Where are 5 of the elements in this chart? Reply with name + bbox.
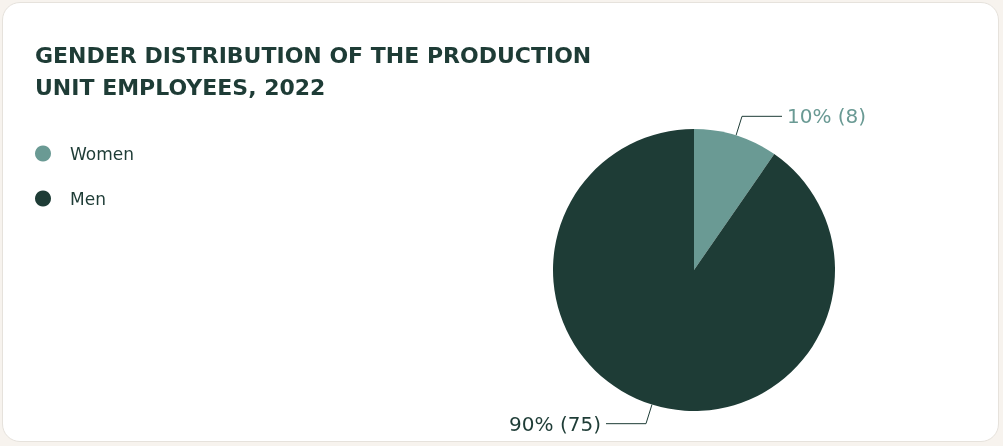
legend-label: Men bbox=[70, 188, 106, 209]
legend-label: Women bbox=[70, 143, 135, 164]
chart-title: GENDER DISTRIBUTION OF THE PRODUCTION UNIT EMPLOYEES, 2022 bbox=[35, 42, 592, 100]
data-label: 10% (8) bbox=[787, 104, 867, 129]
data-label: 90% (75) bbox=[509, 411, 601, 436]
